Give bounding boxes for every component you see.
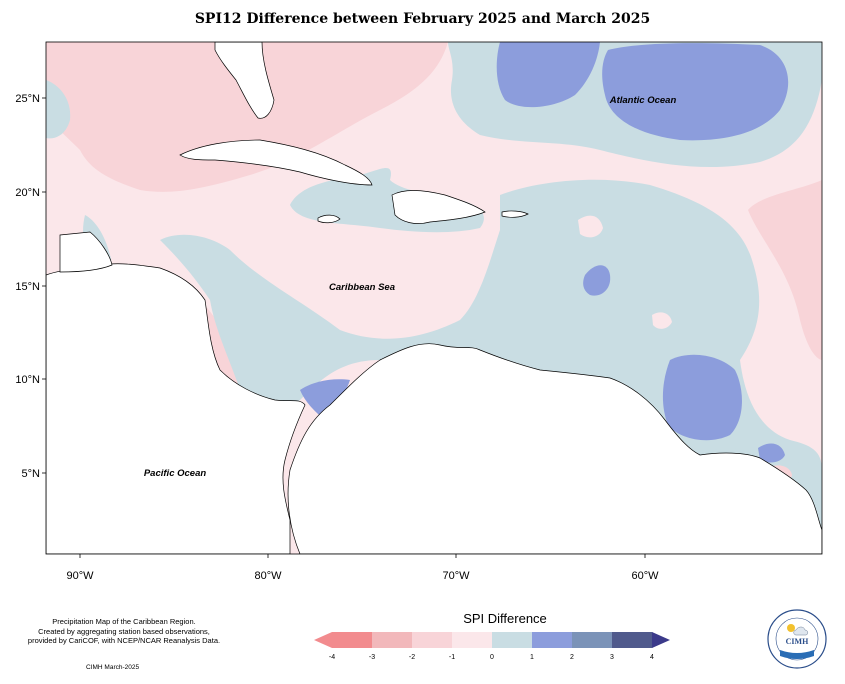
land-puerto-rico [501, 210, 529, 218]
credits-date: CIMH March-2025 [86, 664, 140, 671]
land-south-america [287, 343, 822, 554]
map-border [45, 41, 823, 555]
legend-swatch [572, 632, 613, 648]
wet-medium-atlantic-west [496, 42, 600, 108]
wet-medium-guiana-north [758, 443, 785, 463]
land-yucatan [59, 231, 113, 273]
legend-tick-label: -4 [329, 654, 335, 661]
legend-arrow-low [314, 632, 332, 648]
legend-tick-label: -3 [369, 654, 375, 661]
x-axis-label-90w: 90°W [66, 570, 94, 582]
wet-medium-colombia-coast [300, 379, 350, 420]
legend-tick-label: 2 [570, 654, 574, 661]
wet-medium-east-caribbean [662, 354, 742, 441]
legend-swatch [532, 632, 573, 648]
dry-area-east-atlantic [748, 180, 822, 360]
legend-swatch [332, 632, 373, 648]
legend-tick-label: 1 [530, 654, 534, 661]
y-axis-ticks [42, 97, 46, 474]
legend-tick-label: 3 [610, 654, 614, 661]
x-axis-label-80w: 80°W [254, 570, 282, 582]
dry-area-florida-cuba [46, 42, 448, 192]
land-central-america [46, 263, 306, 554]
label-pacific-ocean: Pacific Ocean [144, 468, 207, 479]
land-florida [214, 42, 275, 119]
x-axis-label-60w: 60°W [631, 570, 659, 582]
legend-swatch [612, 632, 653, 648]
legend-swatch [372, 632, 413, 648]
sun-icon [787, 624, 795, 632]
credits-line-1: Precipitation Map of the Caribbean Regio… [52, 617, 196, 626]
map-title: SPI12 Difference between February 2025 a… [194, 11, 651, 27]
cimh-logo: CIMH [767, 609, 827, 669]
legend-tick-label: 0 [490, 654, 494, 661]
legend-swatch [452, 632, 493, 648]
y-axis-label-25n: 25°N [15, 93, 40, 105]
legend-arrow-high [652, 632, 670, 648]
legend-colorbar: -4 -3 -2 -1 0 1 2 3 4 [314, 632, 670, 661]
x-axis-label-70w: 70°W [442, 570, 470, 582]
legend-swatch [492, 632, 533, 648]
legend-swatch [412, 632, 453, 648]
land-jamaica [317, 214, 341, 224]
y-axis-label-20n: 20°N [15, 187, 40, 199]
label-caribbean-sea: Caribbean Sea [329, 282, 395, 293]
y-axis-label-10n: 10°N [15, 374, 40, 386]
cloud-icon [793, 626, 809, 636]
dry-pocket-trinidad [652, 312, 672, 329]
land-hispaniola [391, 190, 486, 224]
y-axis-label-5n: 5°N [22, 468, 41, 480]
map-credits: Precipitation Map of the Caribbean Regio… [18, 617, 230, 646]
x-axis-ticks [79, 554, 646, 558]
wet-medium-windward [583, 265, 611, 296]
legend-tick-label: 4 [650, 654, 654, 661]
credits-line-2: Created by aggregating station based obs… [38, 626, 210, 636]
logo-text: CIMH [786, 637, 809, 646]
y-axis-label-15n: 15°N [15, 281, 40, 293]
dry-pocket-islands [578, 215, 603, 238]
legend-title: SPI Difference [463, 611, 547, 626]
land-cuba [179, 139, 373, 186]
label-atlantic-ocean: Atlantic Ocean [609, 95, 677, 106]
wave-icon [780, 650, 814, 659]
spi-difference-map: 90°W 80°W 70°W 60°W 25°N 20°N 15°N 10°N … [15, 41, 823, 582]
credits-line-3: provided by CariCOF, with NCEP/NCAR Rean… [27, 636, 221, 645]
legend-tick-label: -1 [449, 654, 455, 661]
wet-area-gulf-west [46, 80, 71, 139]
legend-tick-label: -2 [409, 654, 415, 661]
wet-medium-atlantic-east [602, 43, 789, 141]
